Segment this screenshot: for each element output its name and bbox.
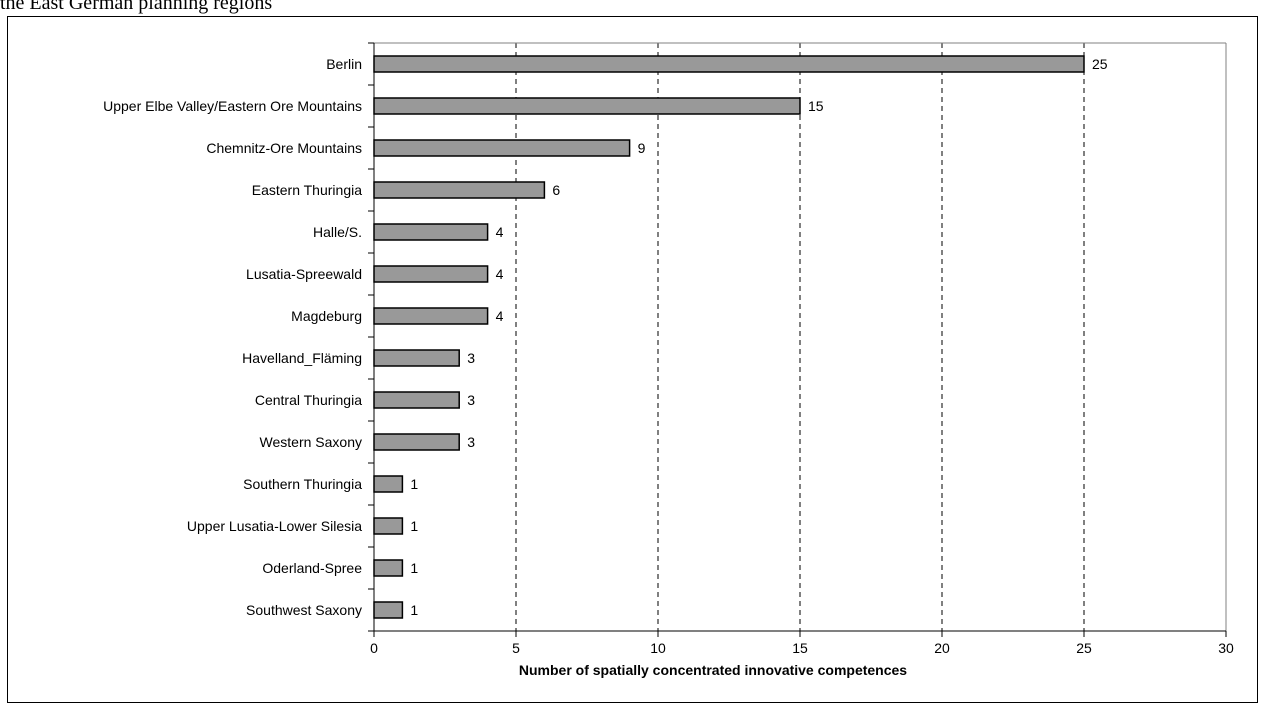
category-label: Southern Thuringia — [243, 476, 362, 492]
category-label: Western Saxony — [260, 434, 362, 450]
data-label: 1 — [410, 602, 418, 618]
data-label: 1 — [410, 560, 418, 576]
bar — [373, 265, 489, 283]
figure-caption: the East German planning regions — [0, 0, 273, 14]
x-tick-label: 0 — [370, 640, 378, 656]
data-label: 3 — [467, 350, 475, 366]
data-label: 1 — [410, 518, 418, 534]
bar — [373, 559, 404, 577]
data-label: 6 — [552, 182, 560, 198]
chart-frame: 0 5 10 15 20 25 30 Berlin 25 Upper Elbe Valley/Ea… — [7, 16, 1258, 703]
bar — [373, 97, 801, 115]
bar — [373, 181, 546, 199]
category-label: Southwest Saxony — [246, 602, 362, 618]
category-label: Upper Elbe Valley/Eastern Ore Mountains — [103, 98, 362, 114]
data-label: 4 — [496, 308, 504, 324]
data-label: 3 — [467, 434, 475, 450]
category-label: Berlin — [326, 56, 362, 72]
category-label: Central Thuringia — [255, 392, 362, 408]
x-tick-label: 20 — [934, 640, 950, 656]
bars — [373, 55, 1085, 619]
x-axis-title: Number of spatially concentrated innovat… — [519, 662, 907, 678]
category-label: Eastern Thuringia — [252, 182, 362, 198]
category-label: Upper Lusatia-Lower Silesia — [187, 518, 362, 534]
data-label: 1 — [410, 476, 418, 492]
data-label: 25 — [1092, 56, 1108, 72]
x-tick-label: 5 — [512, 640, 520, 656]
x-tick-label: 25 — [1076, 640, 1092, 656]
data-label: 4 — [496, 224, 504, 240]
category-label: Halle/S. — [313, 224, 362, 240]
bar — [373, 391, 460, 409]
bar — [373, 223, 489, 241]
bar — [373, 517, 404, 535]
data-label: 3 — [467, 392, 475, 408]
category-label: Chemnitz-Ore Mountains — [206, 140, 362, 156]
category-label: Lusatia-Spreewald — [246, 266, 362, 282]
bar — [373, 349, 460, 367]
bar — [373, 433, 460, 451]
bar — [373, 475, 404, 493]
category-label: Magdeburg — [291, 308, 362, 324]
data-label: 15 — [808, 98, 824, 114]
category-label: Havelland_Fläming — [242, 350, 362, 366]
data-label: 9 — [638, 140, 646, 156]
bar — [373, 601, 404, 619]
bar — [373, 55, 1085, 73]
data-label: 4 — [496, 266, 504, 282]
bar-chart: 0 5 10 15 20 25 30 Berlin 25 Upper Elbe Valley/Ea… — [103, 42, 1234, 678]
x-tick-label: 30 — [1218, 640, 1234, 656]
x-tick-label: 15 — [792, 640, 808, 656]
axes — [368, 42, 1227, 637]
bar — [373, 307, 489, 325]
category-label: Oderland-Spree — [262, 560, 362, 576]
bar — [373, 139, 631, 157]
labels: 0 5 10 15 20 25 30 Berlin 25 Upper Elbe Valley/Ea… — [103, 56, 1234, 656]
x-tick-label: 10 — [650, 640, 666, 656]
gridlines — [515, 43, 1085, 631]
